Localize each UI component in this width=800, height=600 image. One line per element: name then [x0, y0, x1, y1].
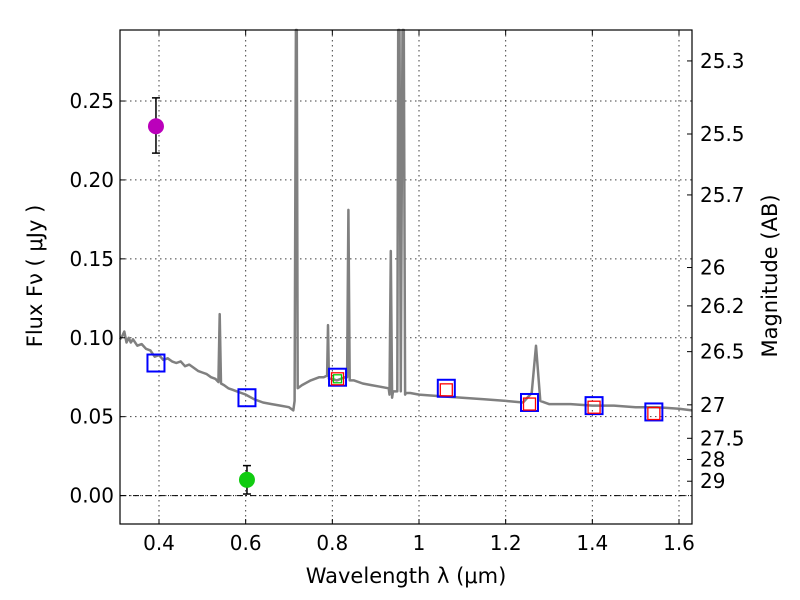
x-tick-label: 1 [413, 531, 426, 555]
marker-layer [146, 353, 664, 422]
blue-filter-1.54-marker [644, 402, 664, 422]
x-tick-label: 1.2 [490, 531, 522, 555]
x-tick-label: 0.4 [143, 531, 175, 555]
blue-filter-0.81-marker [328, 367, 348, 387]
red-filter-1.40-marker [587, 400, 601, 414]
y2-tick-label: 26.5 [700, 340, 745, 364]
y-tick-label: 0.05 [69, 405, 114, 429]
x-tick-label: 1.4 [576, 531, 608, 555]
x-tick-label: 0.8 [316, 531, 348, 555]
blue-filter-0.60-marker [237, 388, 257, 408]
blue-filter-0.39-marker [146, 353, 166, 373]
y2-tick-label: 25.7 [700, 183, 745, 207]
tick-layer: 0.4 0.6 0.8 1 1.2 1.4 1.6 0.00 0.05 0.10 0.15 0.20 0… [69, 30, 745, 555]
x-tick-label: 0.6 [230, 531, 262, 555]
y2-axis-title: Magnitude (AB) [758, 194, 782, 357]
y2-tick-label: 25.3 [700, 49, 745, 73]
y2-tick-label: 27 [700, 393, 725, 417]
y-tick-label: 0.25 [69, 89, 114, 113]
y-tick-label: 0.15 [69, 247, 114, 271]
plot-frame [119, 29, 693, 525]
y2-tick-label: 25.5 [700, 122, 745, 146]
x-axis-title: Wavelength λ (μm) [306, 564, 507, 588]
y-axis-title: Flux Fν ( μJy ) [23, 205, 47, 348]
y-tick-label: 0.10 [69, 326, 114, 350]
blue-filter-1.40-marker [584, 396, 604, 416]
y2-tick-label: 27.5 [700, 426, 745, 450]
y2-tick-label: 26 [700, 256, 725, 280]
magenta-point [147, 118, 164, 135]
blue-filter-1.06-marker [436, 378, 456, 398]
red-filter-1.06-marker [439, 383, 453, 397]
red-filter-1.25-marker [522, 397, 537, 411]
green-filter-0.81-marker [332, 374, 343, 384]
y2-tick-label: 26.2 [700, 294, 745, 318]
green-point [238, 471, 255, 488]
x-tick-label: 1.6 [663, 531, 695, 555]
y-tick-label: 0.00 [69, 484, 114, 508]
red-filter-1.54-marker [647, 406, 661, 421]
y2-tick-label: 28 [700, 447, 725, 471]
red-filter-0.81-marker [330, 372, 345, 386]
blue-filter-1.25-marker [520, 392, 539, 412]
series-layer [118, 28, 693, 412]
grid [120, 30, 692, 524]
point-layer [147, 97, 255, 495]
spectrum-line [118, 28, 693, 412]
y2-tick-label: 29 [700, 469, 725, 493]
y-tick-label: 0.20 [69, 168, 114, 192]
